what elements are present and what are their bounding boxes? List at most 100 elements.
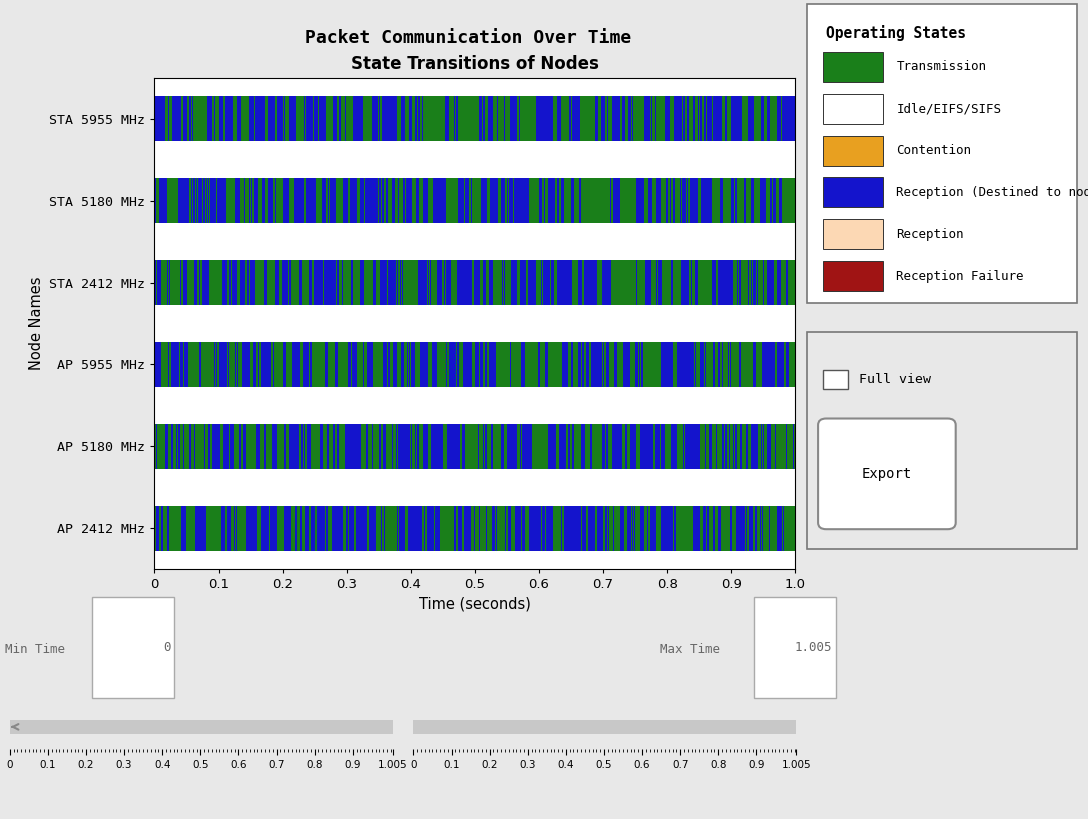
Bar — [472, 342, 475, 387]
Bar — [675, 96, 680, 141]
Bar — [580, 342, 581, 387]
Bar — [656, 96, 662, 141]
Bar — [697, 342, 700, 387]
Bar — [323, 96, 325, 141]
Bar — [517, 260, 520, 305]
Bar — [461, 505, 462, 550]
Bar — [161, 260, 162, 305]
Bar — [731, 342, 732, 387]
Bar — [201, 424, 202, 468]
Bar — [494, 505, 495, 550]
Bar — [305, 505, 307, 550]
Bar — [445, 260, 446, 305]
Bar — [574, 342, 578, 387]
Bar — [643, 260, 645, 305]
Bar — [749, 260, 750, 305]
Bar — [287, 96, 289, 141]
Bar — [643, 505, 644, 550]
Bar — [761, 96, 764, 141]
Bar — [215, 178, 218, 223]
Bar — [373, 260, 376, 305]
Bar — [658, 260, 662, 305]
Bar — [164, 505, 165, 550]
Bar — [406, 178, 408, 223]
Bar — [416, 424, 417, 468]
Bar — [182, 260, 183, 305]
Bar — [692, 424, 694, 468]
Bar — [680, 96, 682, 141]
Bar — [594, 424, 597, 468]
Bar — [591, 342, 595, 387]
Bar — [323, 424, 324, 468]
Bar — [384, 424, 385, 468]
Bar — [741, 342, 744, 387]
Bar — [595, 96, 598, 141]
Bar — [465, 505, 466, 550]
Bar — [784, 260, 786, 305]
Bar — [689, 342, 694, 387]
Bar — [542, 505, 545, 550]
Bar — [690, 178, 693, 223]
Bar — [378, 96, 380, 141]
Bar — [652, 178, 656, 223]
Bar — [472, 260, 474, 305]
Bar — [296, 96, 298, 141]
Bar — [531, 260, 534, 305]
Bar — [579, 178, 581, 223]
Bar — [707, 260, 709, 305]
Bar — [559, 424, 561, 468]
Bar — [314, 260, 316, 305]
Bar — [327, 342, 329, 387]
Bar — [764, 505, 767, 550]
Bar — [359, 342, 361, 387]
Bar — [196, 505, 197, 550]
Bar — [601, 178, 605, 223]
Bar — [689, 178, 690, 223]
Bar — [739, 424, 740, 468]
Bar — [235, 424, 237, 468]
Text: Packet Communication Over Time: Packet Communication Over Time — [305, 29, 631, 47]
Bar — [175, 424, 177, 468]
Bar — [226, 505, 230, 550]
Bar — [271, 342, 273, 387]
Bar — [420, 424, 423, 468]
Bar — [651, 505, 653, 550]
Bar — [611, 424, 614, 468]
Bar — [314, 424, 317, 468]
Bar — [703, 260, 705, 305]
Bar — [254, 96, 255, 141]
Bar — [561, 505, 562, 550]
Bar — [493, 505, 494, 550]
Bar — [761, 505, 762, 550]
Bar — [634, 505, 635, 550]
Bar — [789, 424, 790, 468]
Bar — [350, 96, 354, 141]
Bar — [682, 505, 683, 550]
Bar — [562, 96, 567, 141]
Bar — [588, 505, 591, 550]
Bar — [417, 424, 419, 468]
Bar — [254, 424, 256, 468]
Bar — [419, 96, 420, 141]
Bar — [255, 505, 258, 550]
Bar — [223, 260, 226, 305]
Bar — [456, 505, 458, 550]
Bar — [364, 260, 373, 305]
Bar — [408, 96, 409, 141]
Bar — [463, 342, 465, 387]
Bar — [779, 260, 781, 305]
Bar — [493, 96, 495, 141]
Bar — [168, 96, 170, 141]
Bar — [318, 260, 323, 305]
Bar — [734, 424, 737, 468]
Bar — [484, 260, 486, 305]
Bar — [468, 342, 470, 387]
Bar — [730, 342, 731, 387]
Bar — [378, 505, 379, 550]
Bar — [648, 342, 652, 387]
Bar — [404, 342, 407, 387]
Bar — [697, 260, 700, 305]
Bar — [285, 96, 287, 141]
Bar — [334, 342, 337, 387]
Bar — [459, 342, 463, 387]
